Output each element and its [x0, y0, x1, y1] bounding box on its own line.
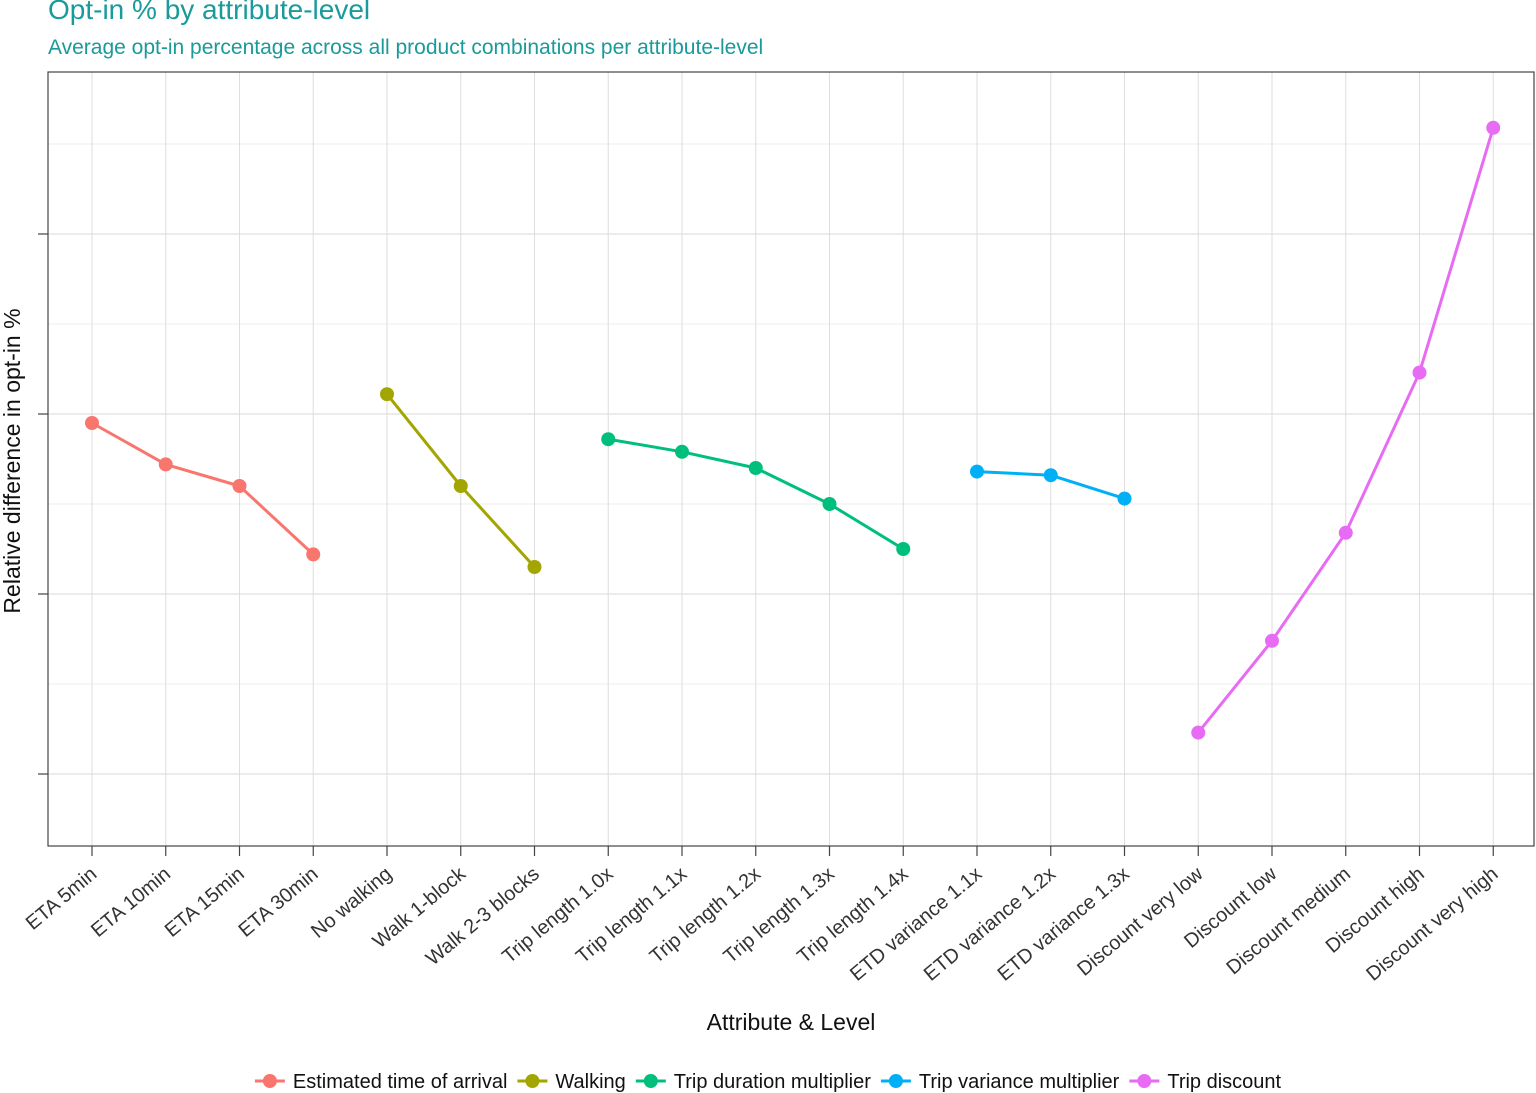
data-point: [527, 560, 542, 574]
x-tick-label: Discount very high: [1362, 863, 1502, 986]
plot-panel: [47, 71, 1535, 847]
data-point: [453, 479, 468, 493]
series: [85, 120, 1501, 740]
data-point: [158, 457, 173, 472]
legend-key-dot: [262, 1074, 277, 1088]
data-point: [1338, 525, 1353, 540]
data-point: [822, 497, 837, 511]
data-point: [896, 542, 911, 556]
legend-key-dot: [525, 1074, 540, 1088]
data-point: [380, 387, 394, 402]
grid: [48, 72, 1534, 846]
series-line: [91, 421, 315, 556]
data-point: [1486, 120, 1501, 135]
y-axis-title: Relative difference in opt-in %: [0, 308, 25, 613]
legend-label: Estimated time of arrival: [293, 1071, 508, 1093]
x-tick-label: Discount medium: [1222, 863, 1355, 979]
legend-label: Trip discount: [1167, 1071, 1281, 1093]
x-tick-label: ETA 10min: [87, 863, 175, 942]
legend-key-dot: [643, 1074, 658, 1088]
data-point: [970, 464, 984, 479]
x-tick-label: ETD variance 1.3x: [994, 863, 1134, 986]
legend-key-dot: [1137, 1074, 1152, 1088]
x-axis-title: Attribute & Level: [707, 1009, 876, 1035]
data-point: [601, 432, 616, 447]
data-point: [1043, 468, 1058, 483]
legend-label: Trip variance multiplier: [919, 1071, 1120, 1093]
data-point: [748, 461, 763, 475]
data-point: [675, 444, 689, 459]
legend-label: Trip duration multiplier: [674, 1071, 871, 1093]
data-point: [306, 547, 321, 562]
x-tick-label: ETD variance 1.2x: [920, 863, 1060, 986]
x-tick-label: Discount very low: [1073, 863, 1208, 981]
data-point: [1117, 491, 1132, 506]
x-tick-label: ETA 15min: [161, 863, 249, 942]
data-point: [1265, 633, 1279, 648]
data-point: [232, 479, 247, 493]
legend: Estimated time of arrival Walking Trip dur…: [254, 1071, 1282, 1093]
chart-subtitle: Average opt-in percentage across all pro…: [48, 36, 764, 59]
data-point: [85, 416, 99, 430]
data-point: [1412, 365, 1427, 380]
chart-title: Opt-in % by attribute-level: [48, 0, 371, 25]
legend-key-dot: [888, 1074, 903, 1088]
legend-label: Walking: [555, 1071, 625, 1093]
data-point: [1191, 725, 1206, 740]
x-tick-label: ETD variance 1.1x: [846, 863, 986, 986]
